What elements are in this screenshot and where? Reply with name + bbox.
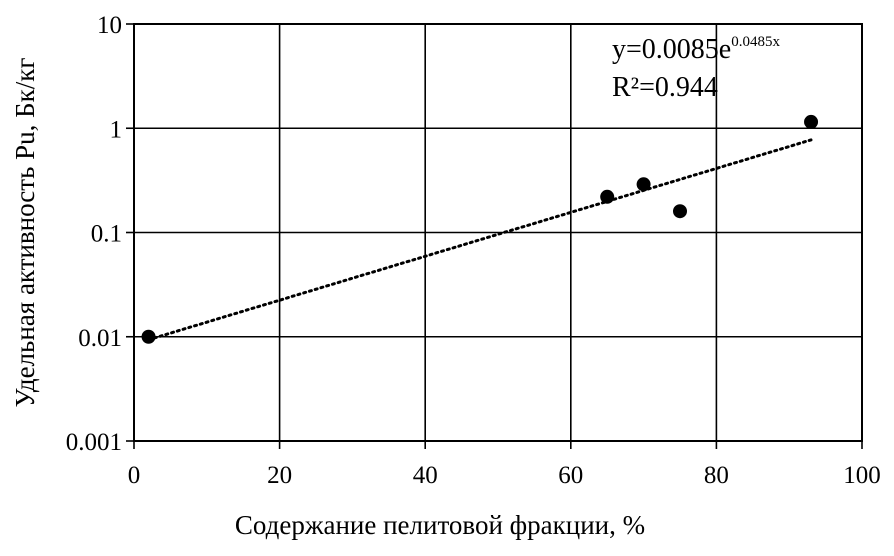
trendline [147,138,813,342]
trendline-equation-base: y=0.0085e [612,34,731,65]
y-tick-label: 0.1 [91,221,122,248]
x-tick-label: 80 [704,462,729,489]
data-point [673,204,687,219]
x-tick-label: 40 [413,462,438,489]
x-tick-label: 0 [128,462,141,489]
trendline-equation: y=0.0085e0.0485x [612,34,780,65]
x-tick-label: 20 [267,462,292,489]
data-point [141,329,156,344]
y-axis-title: Удельная активность Pu, Бк/кг [10,58,40,408]
grid-lines [134,24,862,441]
r-squared-label: R²=0.944 [612,72,718,103]
data-point [636,177,651,192]
y-tick-label: 1 [110,116,123,143]
y-tick-labels: 0.001 0.01 0.1 1 10 [66,12,122,456]
y-tick-label: 0.01 [78,325,122,352]
trendline-equation-exponent: 0.0485x [731,34,780,50]
trendline-group [147,138,813,342]
data-point [804,114,819,129]
y-tick-label: 0.001 [66,429,122,456]
tick-marks [126,23,863,449]
x-axis-title: Содержание пелитовой фракции, % [235,510,645,540]
x-tick-label: 60 [558,462,583,489]
data-points [141,114,819,344]
y-tick-label: 10 [97,12,122,39]
data-point [600,189,615,204]
x-tick-label: 100 [843,462,881,489]
x-tick-labels: 0 20 40 60 80 100 [128,462,881,489]
